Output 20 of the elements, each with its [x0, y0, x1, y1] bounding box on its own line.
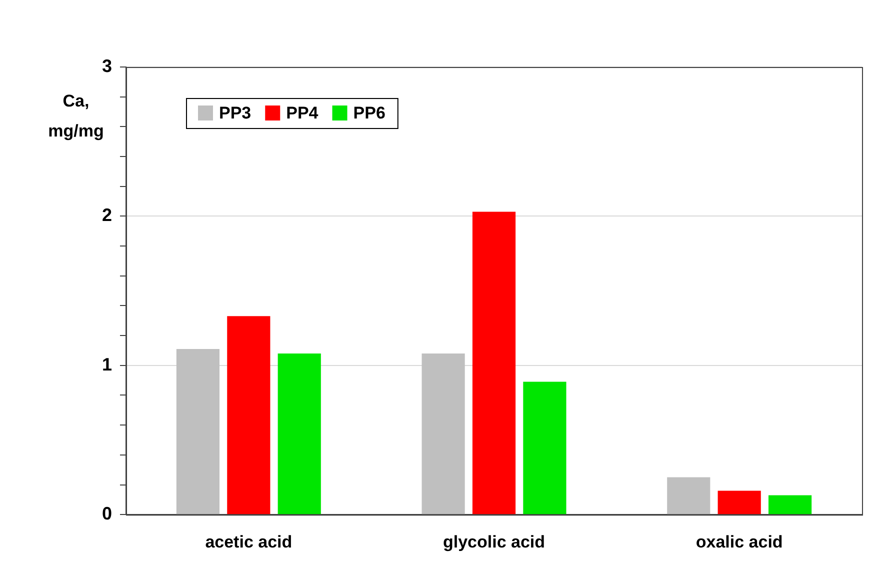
x-tick-label: glycolic acid — [442, 532, 546, 552]
bar — [718, 490, 761, 514]
legend-label: PP3 — [219, 104, 252, 123]
y-tick-label: 0 — [102, 504, 112, 524]
y-tick-label: 1 — [102, 354, 112, 374]
bar — [472, 212, 516, 514]
bar — [227, 316, 270, 514]
bar — [176, 348, 220, 514]
y-axis-title: Ca, mg/mg — [48, 92, 104, 141]
bar — [768, 495, 812, 514]
y-tick-label: 3 — [102, 56, 112, 76]
x-tick-label: acetic acid — [205, 532, 292, 552]
bar — [667, 477, 710, 514]
legend-label: PP6 — [353, 104, 386, 123]
bar — [422, 353, 465, 514]
x-tick-label: oxalic acid — [696, 532, 783, 552]
legend-label: PP4 — [286, 104, 319, 123]
y-tick-label: 2 — [102, 205, 112, 226]
bar — [523, 382, 566, 514]
bar — [278, 353, 321, 514]
